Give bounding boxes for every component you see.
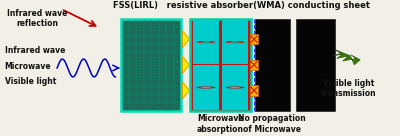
Text: Microwave: Microwave — [5, 62, 51, 71]
Bar — [193, 65, 219, 110]
Ellipse shape — [230, 41, 240, 43]
Ellipse shape — [196, 41, 216, 43]
Polygon shape — [182, 57, 189, 73]
Ellipse shape — [230, 87, 240, 88]
Bar — [222, 20, 248, 64]
Bar — [250, 85, 258, 95]
Bar — [222, 65, 248, 110]
Ellipse shape — [196, 86, 216, 89]
Text: Infrared wave
reflection: Infrared wave reflection — [8, 9, 68, 28]
Bar — [255, 19, 290, 111]
Polygon shape — [333, 50, 360, 65]
Polygon shape — [182, 31, 189, 47]
Text: FSS(LIRL)   resistive absorber(WMA) conducting sheet: FSS(LIRL) resistive absorber(WMA) conduc… — [113, 1, 370, 10]
Bar — [121, 19, 182, 111]
Bar — [190, 19, 250, 111]
Ellipse shape — [225, 86, 244, 89]
Text: No propagation
of Microwave: No propagation of Microwave — [238, 114, 306, 134]
Bar — [193, 20, 219, 64]
Bar — [250, 60, 258, 70]
Bar — [250, 34, 258, 44]
Ellipse shape — [225, 41, 244, 43]
Ellipse shape — [201, 87, 211, 88]
Polygon shape — [182, 82, 189, 99]
Bar — [296, 19, 335, 111]
Ellipse shape — [201, 41, 211, 43]
Text: Microwave
absorption: Microwave absorption — [197, 114, 244, 134]
Text: Visible light: Visible light — [5, 77, 56, 86]
Text: Visible light
transmission: Visible light transmission — [321, 79, 376, 98]
Text: Infrared wave: Infrared wave — [5, 46, 65, 55]
